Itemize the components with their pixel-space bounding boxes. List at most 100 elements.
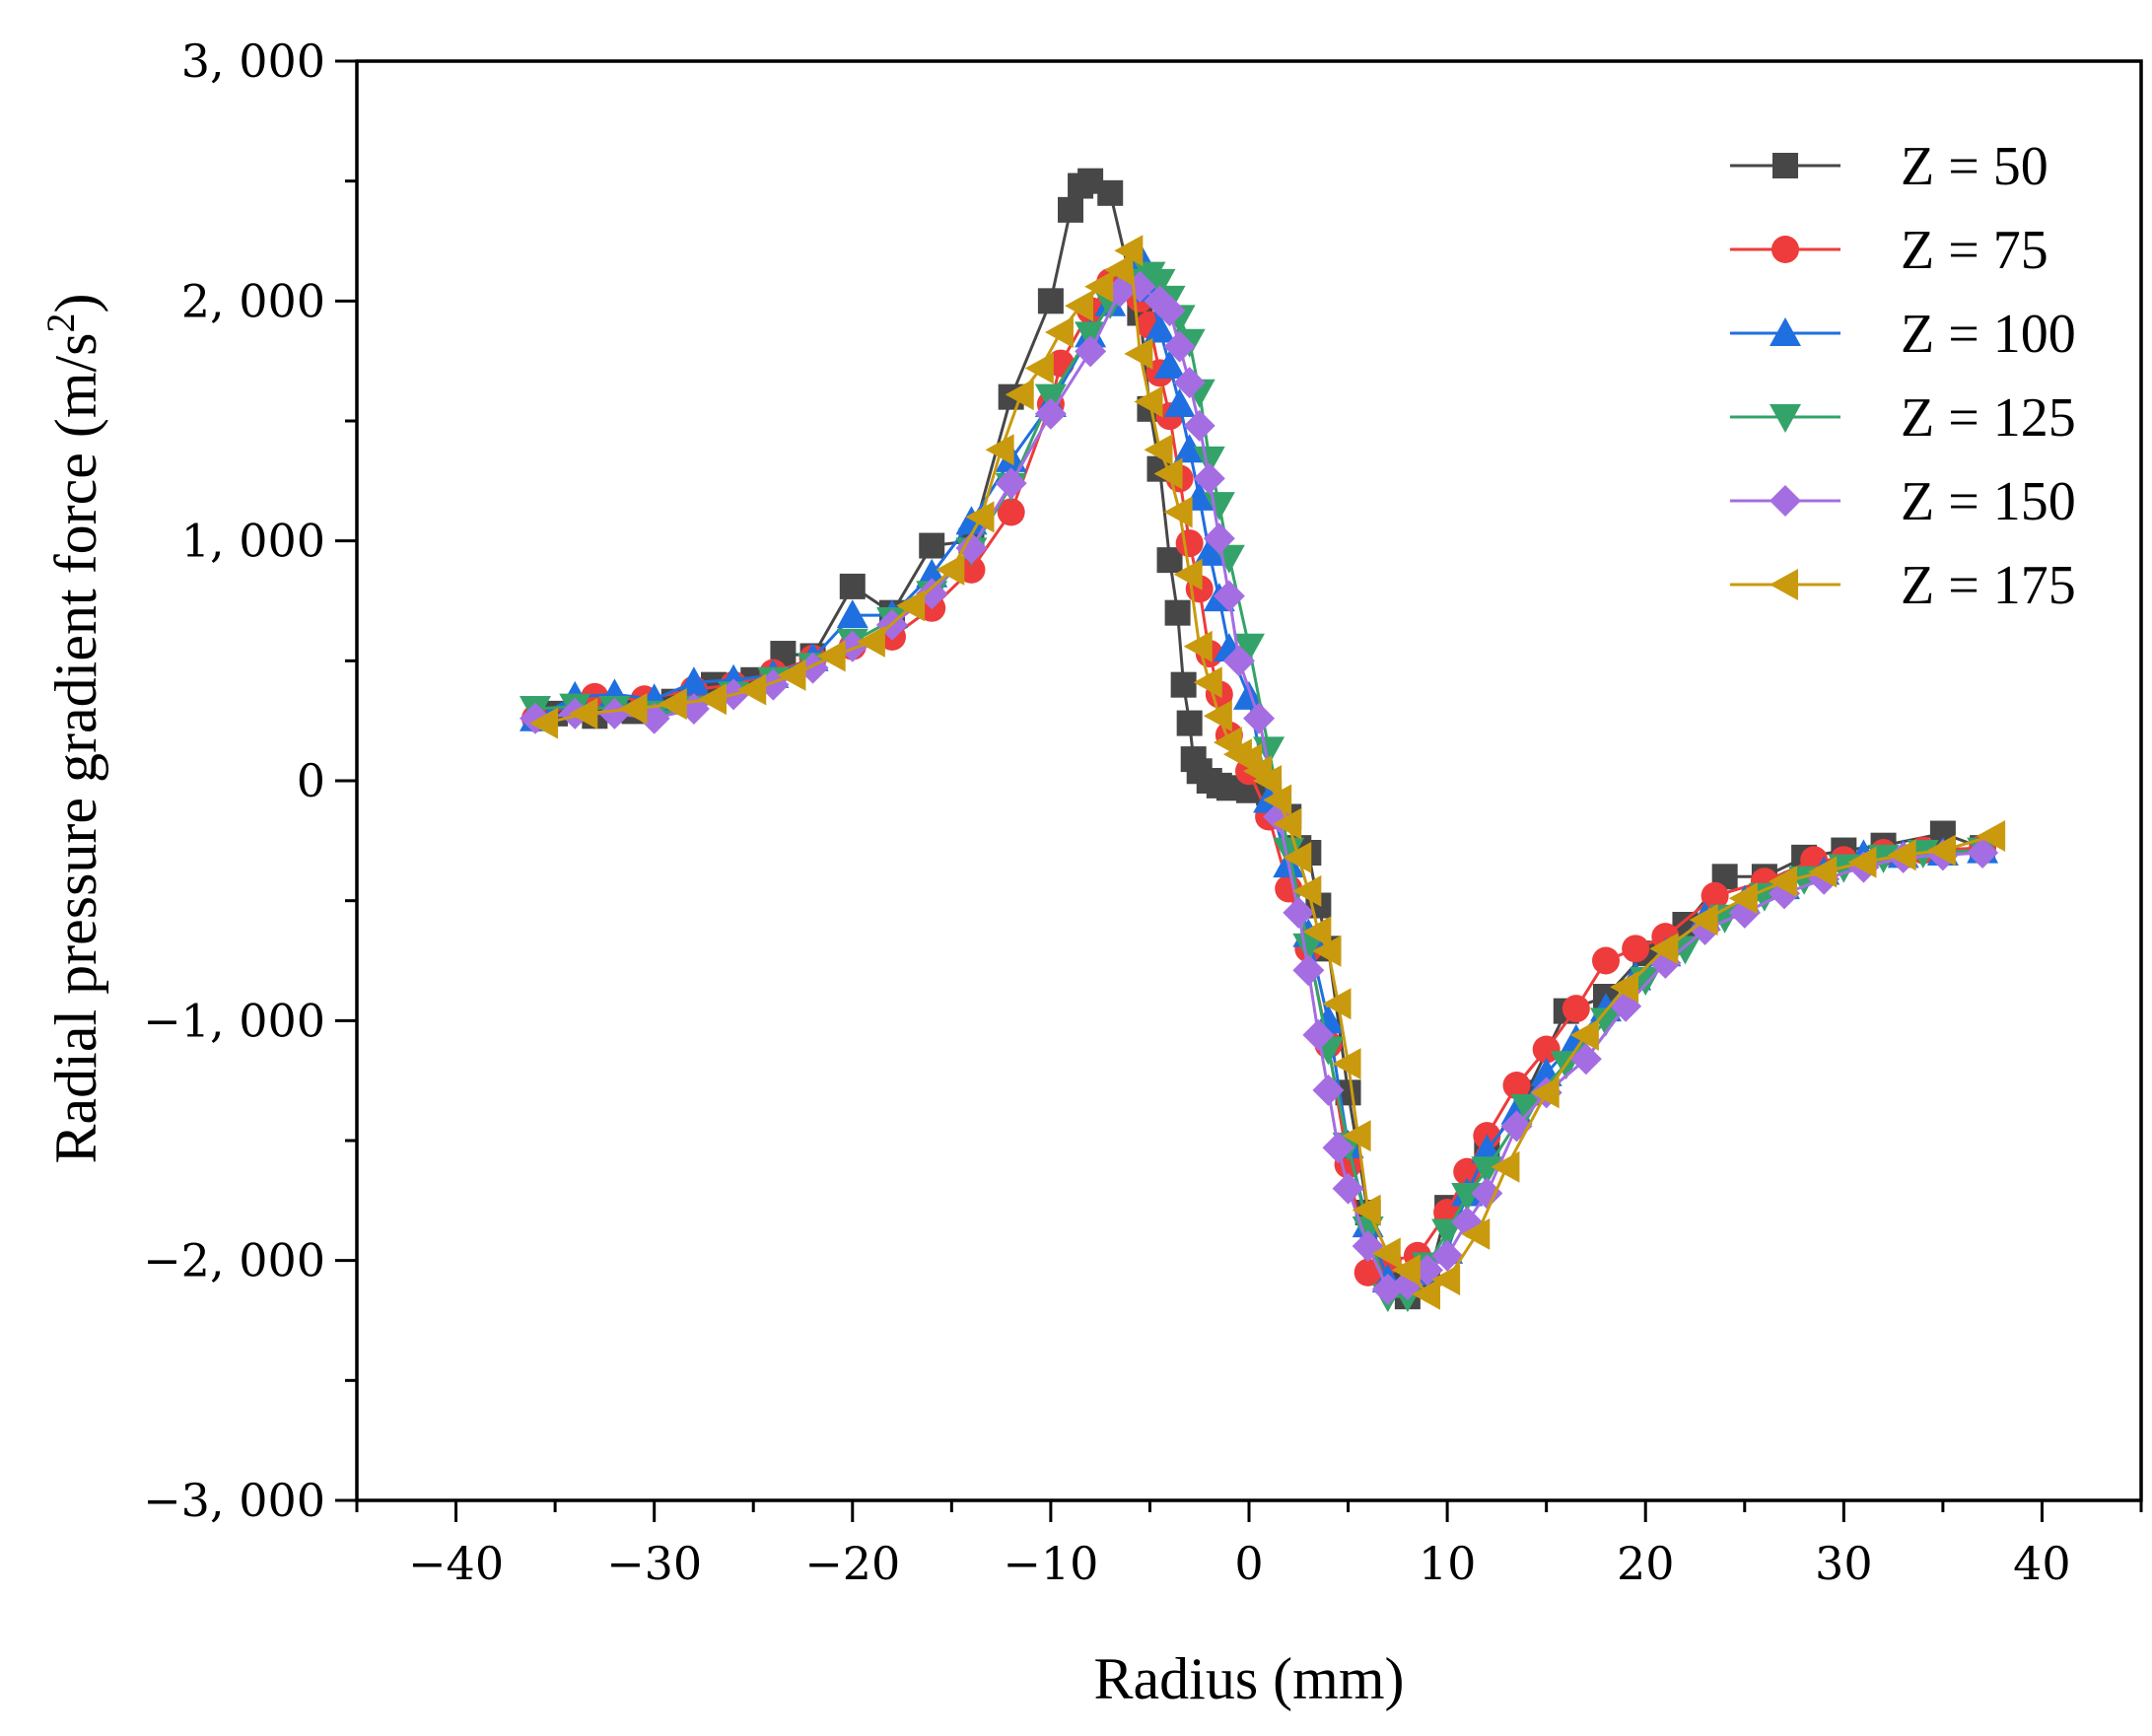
data-point: [1769, 866, 1797, 898]
data-point: [658, 688, 687, 721]
data-point: [1034, 397, 1067, 430]
series-6: [529, 235, 2006, 1310]
data-point: [1701, 881, 1729, 910]
data-point: [618, 693, 648, 725]
data-point: [1173, 558, 1203, 590]
data-point: [598, 697, 631, 729]
data-point: [1253, 765, 1283, 797]
data-point: [569, 697, 598, 729]
data-point: [1431, 1264, 1461, 1296]
data-point: [1354, 1258, 1382, 1286]
data-point: [995, 467, 1027, 500]
data-point: [737, 673, 767, 706]
data-point: [1590, 1007, 1622, 1037]
legend-entry: Z = 125: [1730, 387, 2076, 449]
data-point: [1461, 1217, 1491, 1250]
data-point: [1222, 645, 1255, 677]
legend-marker: [1770, 404, 1801, 433]
x-tick-label: −20: [804, 1537, 900, 1590]
data-point: [936, 553, 965, 586]
data-point: [1689, 904, 1718, 937]
data-point: [1176, 710, 1203, 736]
data-point: [1569, 1043, 1602, 1076]
data-point: [1175, 529, 1204, 558]
data-point: [1283, 841, 1312, 873]
data-point: [1153, 350, 1186, 380]
y-tick-label: 3, 000: [181, 35, 325, 88]
data-point: [1649, 933, 1679, 965]
ticks-layer: [335, 59, 2143, 1522]
data-point: [1203, 700, 1232, 732]
data-point: [1213, 580, 1245, 612]
y-axis-title-superscript: 2: [38, 312, 83, 332]
data-point: [529, 707, 559, 739]
legend-marker: [1772, 153, 1798, 178]
data-point: [1887, 839, 1916, 871]
x-tick-labels: −40 −30 −20 −10 0 10 20 30 40: [408, 1537, 2071, 1590]
data-point: [955, 506, 988, 535]
data-point: [1173, 434, 1206, 463]
data-point: [1342, 1120, 1371, 1152]
y-axis-title-main: Radial pressure gradient force (m/s: [43, 332, 108, 1163]
x-tick-label: −10: [1003, 1537, 1098, 1590]
data-point: [1037, 288, 1064, 314]
x-tick-label: 20: [1617, 1537, 1675, 1590]
legend-entry: Z = 75: [1730, 220, 2048, 281]
data-point: [1058, 196, 1083, 223]
x-tick-label: 40: [2013, 1537, 2071, 1590]
y-axis-title-end: ): [43, 293, 108, 312]
data-point: [1153, 295, 1186, 327]
data-point: [1977, 819, 2006, 852]
data-point: [1610, 971, 1639, 1004]
x-tick-label: −40: [408, 1537, 504, 1590]
legend-label: Z = 50: [1901, 136, 2048, 197]
legend-label: Z = 75: [1901, 220, 2048, 281]
data-point: [1163, 387, 1196, 417]
data-point: [1243, 702, 1276, 734]
data-point: [856, 625, 885, 658]
data-point: [1491, 1150, 1520, 1183]
x-tick-label: −30: [606, 1537, 702, 1590]
y-tick-label: −2, 000: [143, 1234, 325, 1287]
data-point: [1622, 935, 1650, 963]
data-point: [677, 666, 710, 696]
data-point: [1233, 633, 1265, 662]
legend-entry: Z = 100: [1730, 304, 2076, 365]
data-point: [1156, 547, 1183, 574]
data-point: [1203, 522, 1235, 555]
data-point: [1431, 1218, 1464, 1248]
data-point: [1322, 988, 1352, 1020]
data-point: [1502, 1072, 1531, 1100]
data-point: [1352, 1194, 1381, 1226]
legend-label: Z = 125: [1901, 387, 2076, 449]
data-point: [1065, 290, 1094, 322]
data-point: [1173, 367, 1206, 399]
data-point: [1322, 1132, 1354, 1164]
data-point: [1332, 1172, 1364, 1205]
data-point: [1263, 784, 1292, 816]
data-point: [985, 434, 1014, 466]
x-tick-label: 0: [1234, 1537, 1263, 1590]
data-point: [1292, 954, 1325, 987]
data-point: [1024, 352, 1054, 384]
data-point: [1183, 409, 1215, 442]
data-point: [1144, 313, 1176, 343]
data-point: [1273, 837, 1305, 867]
data-point: [997, 498, 1025, 526]
data-point: [1510, 1093, 1543, 1123]
data-point: [1371, 1237, 1401, 1270]
legend-marker: [1770, 569, 1798, 600]
data-point: [1292, 874, 1322, 907]
data-point: [1967, 837, 1999, 868]
data-point: [1233, 680, 1265, 710]
data-point: [698, 683, 727, 716]
data-point: [1193, 666, 1222, 699]
data-point: [1104, 253, 1134, 286]
data-point: [1097, 179, 1124, 206]
data-point: [1163, 330, 1196, 363]
data-point: [1170, 671, 1197, 698]
data-point: [1530, 1076, 1560, 1109]
data-point: [1292, 933, 1325, 962]
legend-marker: [1770, 317, 1801, 346]
